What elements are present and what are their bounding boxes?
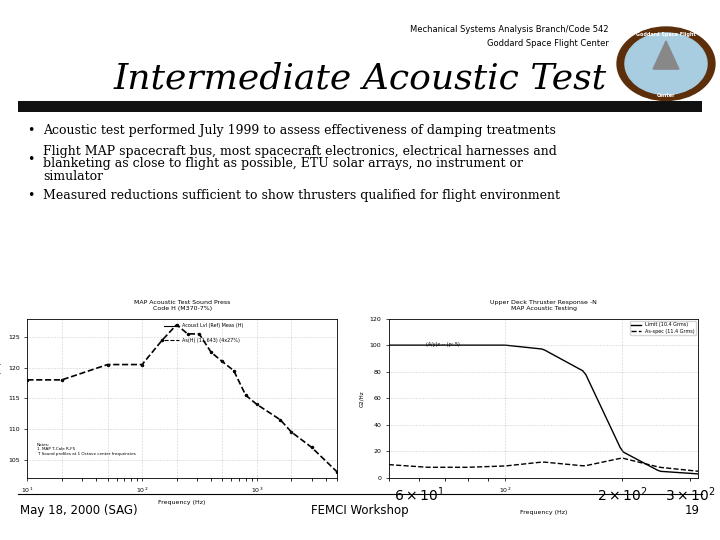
Text: As(H) (11.643) (4x27%): As(H) (11.643) (4x27%)	[182, 338, 240, 343]
Text: Center: Center	[657, 93, 675, 98]
As-spec (11.4 Grms)	[544, 459, 553, 465]
Legend: Limit (10.4 Grms), As-spec (11.4 Grms): Limit (10.4 Grms), As-spec (11.4 Grms)	[630, 321, 696, 335]
Circle shape	[625, 33, 707, 94]
Text: Notes:
1. MAP T-Cale R-F5
T: Sound profiles at 1 Octave center frequencies: Notes: 1. MAP T-Cale R-F5 T: Sound profi…	[37, 443, 135, 456]
Text: Goddard Space Flight Center: Goddard Space Flight Center	[487, 39, 608, 48]
Limit (10.4 Grms)	[569, 362, 577, 369]
Text: (4/y)x -- (p: 5): (4/y)x -- (p: 5)	[426, 342, 460, 348]
Text: Intermediate Acoustic Test: Intermediate Acoustic Test	[114, 62, 606, 95]
As-spec (11.4 Grms)	[682, 467, 690, 473]
As-spec (11.4 Grms)	[456, 464, 465, 470]
Text: Acoust Lvl (Ref) Meas (H): Acoust Lvl (Ref) Meas (H)	[182, 323, 243, 328]
Limit (10.4 Grms)	[544, 349, 553, 355]
As-spec (11.4 Grms)	[672, 466, 681, 472]
Title: Upper Deck Thruster Response -N
MAP Acoustic Testing: Upper Deck Thruster Response -N MAP Acou…	[490, 300, 597, 311]
Text: Flight MAP spacecraft bus, most spacecraft electronics, electrical harnesses and: Flight MAP spacecraft bus, most spacecra…	[43, 145, 557, 158]
Limit (10.4 Grms)	[669, 469, 678, 475]
Limit (10.4 Grms)	[444, 342, 453, 348]
As-spec (11.4 Grms)	[444, 464, 453, 470]
Text: blanketing as close to flight as possible, ETU solar arrays, no instrument or: blanketing as close to flight as possibl…	[43, 157, 523, 170]
X-axis label: Frequency (Hz): Frequency (Hz)	[158, 501, 206, 505]
Text: Acoustic test performed July 1999 to assess effectiveness of damping treatments: Acoustic test performed July 1999 to ass…	[43, 124, 556, 137]
Y-axis label: Sound Pressure Level (dB): Sound Pressure Level (dB)	[0, 362, 2, 434]
Text: 19: 19	[685, 504, 700, 517]
Polygon shape	[653, 41, 679, 69]
Text: simulator: simulator	[43, 170, 104, 183]
X-axis label: Frequency (Hz): Frequency (Hz)	[520, 510, 567, 515]
Text: May 18, 2000 (SAG): May 18, 2000 (SAG)	[20, 504, 138, 517]
FancyBboxPatch shape	[18, 101, 702, 112]
Text: •: •	[27, 189, 35, 202]
Text: •: •	[27, 153, 35, 166]
Text: •: •	[27, 124, 35, 137]
Limit (10.4 Grms)	[678, 470, 687, 476]
As-spec (11.4 Grms)	[694, 468, 703, 475]
Limit (10.4 Grms)	[384, 342, 393, 348]
As-spec (11.4 Grms)	[619, 455, 628, 462]
Text: FEMCI Workshop: FEMCI Workshop	[311, 504, 409, 517]
Text: Measured reductions sufficient to show thrusters qualified for flight environmen: Measured reductions sufficient to show t…	[43, 189, 560, 202]
Line: Limit (10.4 Grms): Limit (10.4 Grms)	[389, 345, 698, 474]
Line: As-spec (11.4 Grms): As-spec (11.4 Grms)	[389, 458, 698, 471]
As-spec (11.4 Grms)	[569, 462, 577, 468]
Title: MAP Acoustic Test Sound Press
Code H (M370-7%): MAP Acoustic Test Sound Press Code H (M3…	[134, 300, 230, 311]
As-spec (11.4 Grms)	[384, 461, 393, 468]
Limit (10.4 Grms)	[694, 471, 703, 477]
Limit (10.4 Grms)	[456, 342, 465, 348]
Text: Goddard Space Flight: Goddard Space Flight	[636, 32, 696, 37]
Text: Mechanical Systems Analysis Branch/Code 542: Mechanical Systems Analysis Branch/Code …	[410, 25, 608, 34]
Circle shape	[617, 27, 715, 100]
Y-axis label: G2/Hz: G2/Hz	[359, 390, 364, 407]
